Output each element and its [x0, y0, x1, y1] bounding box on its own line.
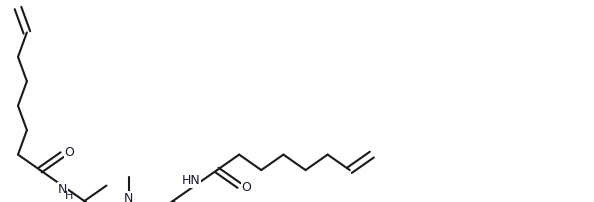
- Text: O: O: [64, 146, 74, 159]
- Text: H: H: [65, 190, 74, 201]
- Text: O: O: [241, 181, 251, 194]
- Text: N: N: [124, 191, 133, 202]
- Text: HN: HN: [182, 174, 200, 187]
- Text: N: N: [58, 183, 67, 196]
